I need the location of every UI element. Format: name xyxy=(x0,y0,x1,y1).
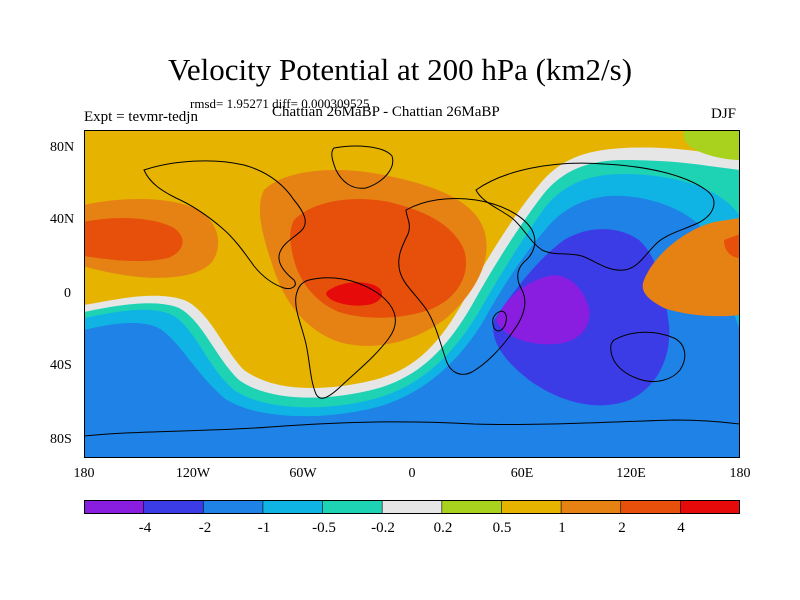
stats-label: rmsd= 1.95271 diff= 0.000309525 xyxy=(190,96,370,111)
colorbar-label: 2 xyxy=(618,520,626,536)
lat-tick-40n: 40N xyxy=(50,212,75,227)
eurasia-outline xyxy=(475,162,715,271)
colorbar-cell xyxy=(84,500,145,514)
colorbar-cell xyxy=(501,500,562,514)
lon-tick-180e: 180 xyxy=(729,466,751,481)
field-max xyxy=(326,282,383,306)
colorbar-cell xyxy=(560,500,622,514)
plot-title: Velocity Potential at 200 hPa (km2/s) xyxy=(167,52,633,87)
comparison-label: Chattian 26MaBP - Chattian 26MaBP xyxy=(272,104,500,120)
colorbar-cell xyxy=(620,500,682,514)
colorbar-label: 0.2 xyxy=(433,520,453,536)
colorbar-cell xyxy=(143,500,205,514)
greenland-outline xyxy=(331,145,394,189)
lon-tick-120w: 120W xyxy=(175,466,211,481)
colorbar xyxy=(84,500,740,514)
coastlines xyxy=(84,145,740,437)
australia-outline xyxy=(610,331,686,383)
map-frame xyxy=(84,130,740,458)
lon-tick-60w: 60W xyxy=(289,466,317,481)
lon-tick-0: 0 xyxy=(408,466,416,481)
antarctica-outline xyxy=(84,419,740,437)
lat-tick-80n: 80N xyxy=(50,140,75,155)
south-america-outline xyxy=(295,277,396,399)
colorbar-cell xyxy=(322,500,383,514)
lon-tick-180w: 180 xyxy=(73,466,95,481)
colorbar-label: 4 xyxy=(677,520,685,536)
colorbar-cell xyxy=(202,500,264,514)
north-america-outline xyxy=(143,160,306,289)
experiment-label: Expt = tevmr-tedjn xyxy=(84,109,198,125)
lat-tick-80s: 80S xyxy=(50,432,72,447)
colorbar-label: -1 xyxy=(257,520,271,536)
field-2-lobe-east xyxy=(642,218,740,317)
lon-tick-120e: 120E xyxy=(616,466,646,481)
colorbar-cell xyxy=(680,500,740,514)
season-label: DJF xyxy=(711,106,737,122)
lat-tick-40s: 40S xyxy=(50,358,72,373)
field-4-lobe-west xyxy=(84,218,183,262)
europe-africa-outline xyxy=(398,197,536,375)
colorbar-cell xyxy=(381,500,443,514)
field-neg-min xyxy=(496,275,590,345)
madagascar-outline xyxy=(492,310,507,332)
colorbar-cell xyxy=(441,500,503,514)
field-4-lobe-east xyxy=(724,234,740,258)
colorbar-label: 0.5 xyxy=(492,520,512,536)
colorbar-label: 1 xyxy=(558,520,566,536)
colorbar-label: -2 xyxy=(198,520,212,536)
velocity-potential-map xyxy=(84,130,740,458)
lat-tick-eq: 0 xyxy=(64,286,71,301)
colorbar-label: -0.5 xyxy=(312,520,336,536)
colorbar-label: -4 xyxy=(138,520,152,536)
colorbar-cell xyxy=(262,500,324,514)
field-arctic xyxy=(683,130,740,160)
colorbar-label: -0.2 xyxy=(371,520,395,536)
lon-tick-60e: 60E xyxy=(510,466,534,481)
